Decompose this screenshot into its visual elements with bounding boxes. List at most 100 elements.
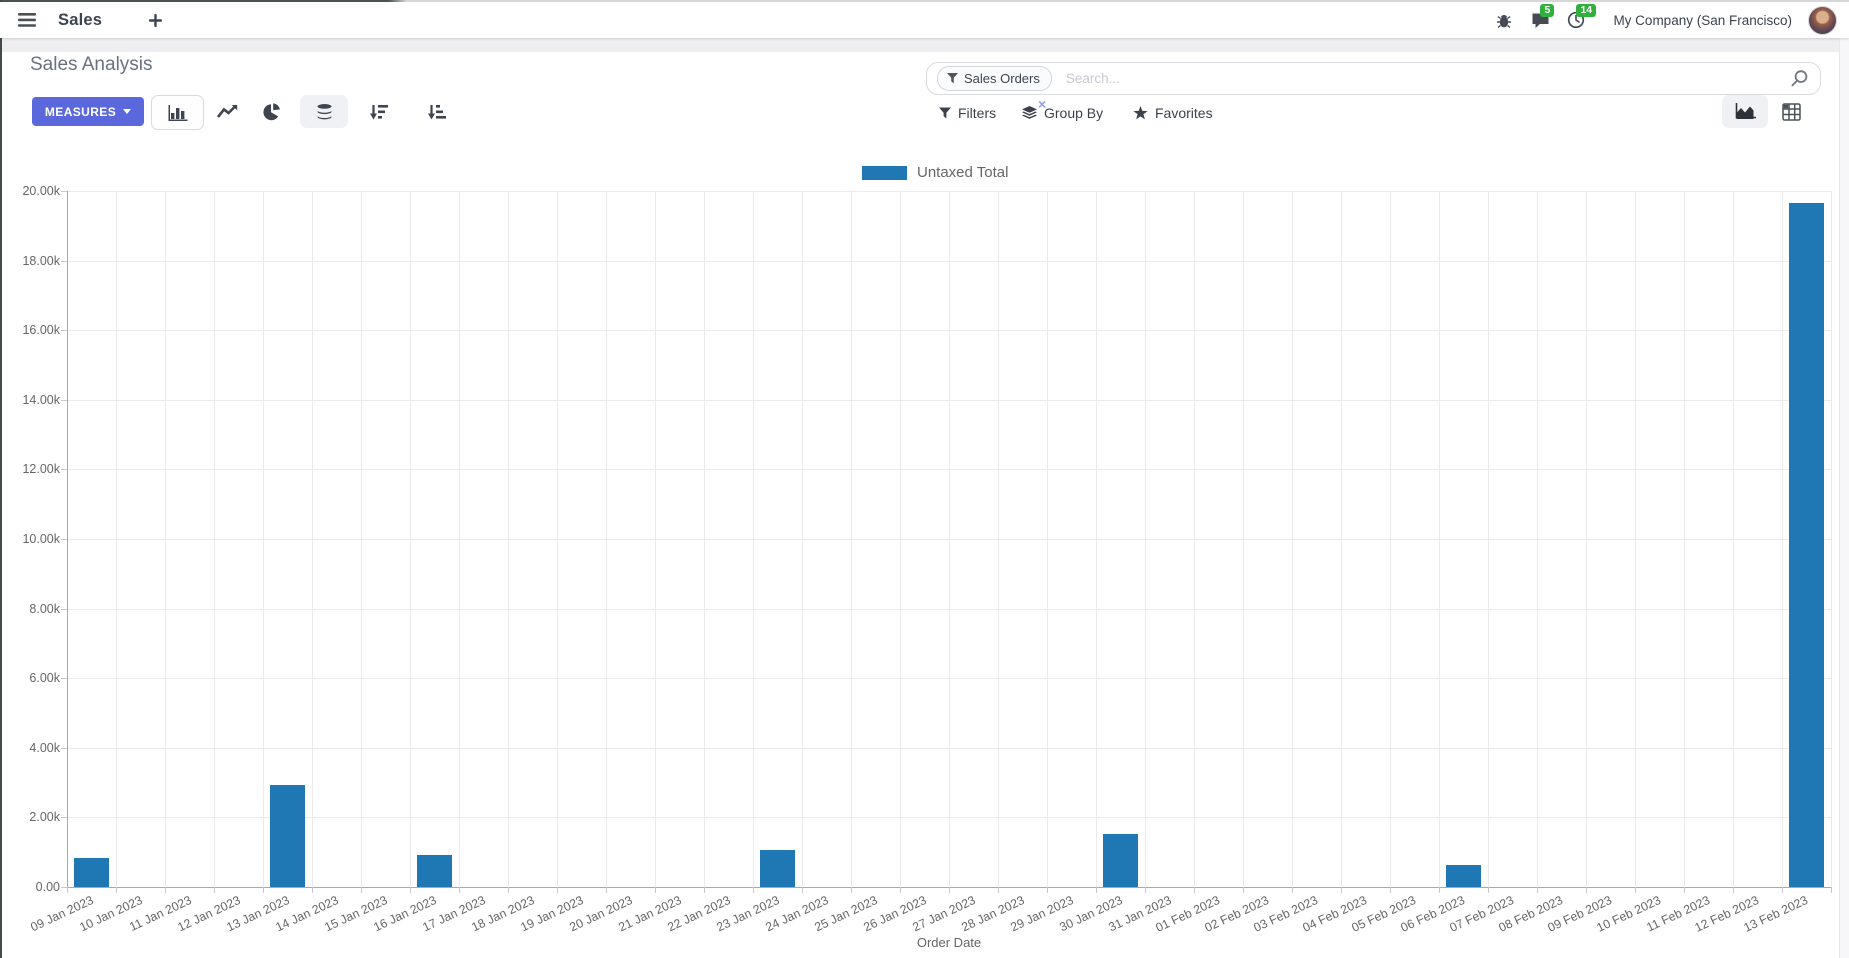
gridline-vertical xyxy=(459,191,460,887)
gridline-vertical xyxy=(1390,191,1391,887)
stacked-icon xyxy=(315,102,333,121)
x-axis-tick xyxy=(655,887,656,893)
pie-chart-button[interactable] xyxy=(255,95,289,128)
legend-item[interactable]: Untaxed Total xyxy=(862,164,1008,181)
x-axis-tick xyxy=(214,887,215,893)
top-navbar: Sales 5 xyxy=(0,2,1849,38)
y-axis-tick xyxy=(61,260,67,262)
search-facet-sales-orders[interactable]: Sales Orders xyxy=(937,66,1052,91)
x-axis-tick xyxy=(998,887,999,893)
sort-ascending-icon xyxy=(427,104,446,119)
x-axis-tick xyxy=(1733,887,1734,893)
measures-button[interactable]: MEASURES xyxy=(32,97,144,126)
chart-bar[interactable] xyxy=(1446,865,1481,887)
search-input[interactable]: Search... xyxy=(1065,71,1120,86)
pie-chart-icon xyxy=(263,102,280,120)
gridline-vertical xyxy=(214,191,215,887)
gridline-vertical xyxy=(1733,191,1734,887)
gridline-vertical xyxy=(900,191,901,887)
x-axis-tick xyxy=(410,887,411,893)
gridline-vertical xyxy=(1537,191,1538,887)
x-axis-tick xyxy=(508,887,509,893)
y-axis-label: 16.00k xyxy=(22,323,60,338)
chat-icon[interactable]: 5 xyxy=(1527,4,1555,33)
scrollbar-gutter[interactable] xyxy=(1839,37,1849,958)
chart-bar[interactable] xyxy=(1789,203,1824,887)
gridline-vertical xyxy=(1782,191,1783,887)
page-title: Sales Analysis xyxy=(30,54,153,75)
activities-badge: 14 xyxy=(1576,4,1597,17)
x-axis-tick xyxy=(1047,887,1048,893)
gridline-vertical xyxy=(1684,191,1685,887)
x-axis-tick xyxy=(1488,887,1489,893)
x-axis-tick xyxy=(1684,887,1685,893)
gridline-vertical xyxy=(851,191,852,887)
gridline-vertical xyxy=(802,191,803,887)
facet-remove-icon[interactable]: × xyxy=(1038,96,1047,112)
hamburger-icon[interactable] xyxy=(14,7,40,33)
y-axis-label: 12.00k xyxy=(22,462,60,477)
area-chart-icon xyxy=(1735,103,1756,119)
filter-icon xyxy=(947,72,958,83)
gridline-vertical xyxy=(606,191,607,887)
pivot-view-button[interactable] xyxy=(1773,95,1809,128)
plus-icon[interactable] xyxy=(142,7,168,33)
bug-icon[interactable] xyxy=(1491,7,1517,33)
favorites-menu[interactable]: Favorites xyxy=(1133,102,1213,124)
chart-bar[interactable] xyxy=(417,855,452,887)
y-axis-label: 14.00k xyxy=(22,392,60,407)
x-axis-tick xyxy=(557,887,558,893)
group-by-menu[interactable]: Group By xyxy=(1022,102,1103,124)
bar-chart-button[interactable] xyxy=(151,95,204,130)
gridline-vertical xyxy=(1586,191,1587,887)
x-axis-title: Order Date xyxy=(916,935,982,950)
gridline-vertical xyxy=(753,191,754,887)
star-icon xyxy=(1133,106,1148,120)
chart-bar[interactable] xyxy=(74,858,109,887)
gridline-vertical xyxy=(116,191,117,887)
sort-ascending-button[interactable] xyxy=(420,95,454,128)
chart-bar[interactable] xyxy=(1103,834,1138,887)
gridline-vertical xyxy=(1292,191,1293,887)
y-axis-label: 4.00k xyxy=(29,740,60,755)
gridline-vertical xyxy=(1439,191,1440,887)
gridline-vertical xyxy=(410,191,411,887)
x-axis-tick xyxy=(459,887,460,893)
clock-icon[interactable]: 14 xyxy=(1563,4,1597,33)
x-axis-tick xyxy=(165,887,166,893)
gridline-vertical xyxy=(1341,191,1342,887)
chart-bar[interactable] xyxy=(760,850,795,887)
line-chart-button[interactable] xyxy=(211,95,245,128)
x-axis-tick xyxy=(67,887,68,893)
y-axis-label: 0.00 xyxy=(35,880,60,894)
gridline-vertical xyxy=(998,191,999,887)
bar-chart: Untaxed Total 0.00 2.00k 4.00k 6.00k 8.00k 10.… xyxy=(0,135,1849,958)
layers-icon xyxy=(1022,105,1037,119)
filters-menu[interactable]: Filters xyxy=(939,102,996,124)
x-axis-tick xyxy=(1243,887,1244,893)
x-axis-tick xyxy=(1096,887,1097,893)
y-axis-tick xyxy=(61,747,67,749)
stacked-toggle-button[interactable] xyxy=(300,95,348,128)
x-axis-tick xyxy=(753,887,754,893)
bar-chart-icon xyxy=(168,104,187,121)
window-left-edge xyxy=(0,0,2,958)
user-avatar[interactable] xyxy=(1808,5,1837,35)
app-menu-sales[interactable]: Sales xyxy=(58,10,103,29)
gridline-vertical xyxy=(312,191,313,887)
search-bar[interactable]: Sales Orders Search... xyxy=(926,62,1821,95)
sort-descending-button[interactable] xyxy=(362,95,396,128)
x-axis-tick xyxy=(606,887,607,893)
y-axis-line xyxy=(67,191,68,887)
gridline-vertical xyxy=(1096,191,1097,887)
y-axis-tick xyxy=(61,469,67,471)
graph-view-button[interactable] xyxy=(1722,95,1768,128)
search-icon[interactable] xyxy=(1791,70,1808,87)
window-top-edge xyxy=(0,0,1849,2)
line-chart-icon xyxy=(217,104,238,118)
chart-bar[interactable] xyxy=(270,785,305,887)
x-axis-tick xyxy=(704,887,705,893)
x-axis-tick xyxy=(1292,887,1293,893)
company-selector[interactable]: My Company (San Francisco) xyxy=(1613,12,1792,28)
